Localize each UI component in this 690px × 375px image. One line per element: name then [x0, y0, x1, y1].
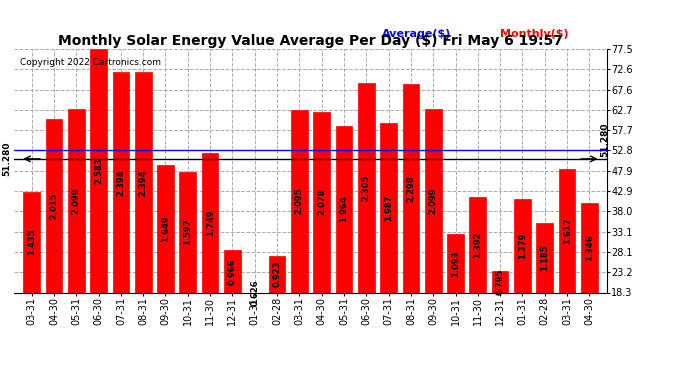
Text: 1.435: 1.435 — [27, 229, 36, 255]
Text: 1.379: 1.379 — [518, 232, 527, 259]
Text: Average($): Average($) — [382, 29, 451, 39]
Bar — [313, 112, 330, 292]
Text: Monthly($): Monthly($) — [500, 29, 569, 39]
Text: 2.583: 2.583 — [94, 158, 103, 184]
Bar — [469, 197, 486, 292]
Bar — [559, 169, 575, 292]
Text: 1.185: 1.185 — [540, 244, 549, 271]
Text: 1.987: 1.987 — [384, 195, 393, 221]
Text: Copyright 2022 Cartronics.com: Copyright 2022 Cartronics.com — [21, 58, 161, 68]
Bar — [46, 120, 62, 292]
Text: 2.394: 2.394 — [139, 169, 148, 196]
Bar — [425, 109, 442, 292]
Text: 2.099: 2.099 — [72, 188, 81, 214]
Title: Monthly Solar Energy Value Average Per Day ($) Fri May 6 19:57: Monthly Solar Energy Value Average Per D… — [58, 34, 563, 48]
Text: 1.346: 1.346 — [585, 234, 594, 261]
Text: 2.099: 2.099 — [428, 188, 437, 214]
Bar — [135, 72, 152, 292]
Bar — [492, 272, 509, 292]
Bar — [358, 83, 375, 292]
Bar — [514, 199, 531, 292]
Bar — [335, 126, 353, 292]
Text: 1.749: 1.749 — [206, 209, 215, 236]
Text: 51.280: 51.280 — [3, 142, 12, 176]
Text: 1.964: 1.964 — [339, 196, 348, 222]
Bar — [23, 192, 40, 292]
Bar — [402, 84, 420, 292]
Bar — [536, 223, 553, 292]
Text: 0.923: 0.923 — [273, 261, 282, 287]
Text: 0.966: 0.966 — [228, 258, 237, 285]
Text: 51.280: 51.280 — [600, 122, 609, 157]
Bar — [380, 123, 397, 292]
Text: 1.597: 1.597 — [184, 219, 193, 245]
Text: 2.078: 2.078 — [317, 189, 326, 215]
Bar — [90, 49, 107, 292]
Text: 2.298: 2.298 — [406, 175, 415, 202]
Bar — [447, 234, 464, 292]
Text: 2.015: 2.015 — [50, 193, 59, 219]
Text: 1.617: 1.617 — [562, 217, 571, 244]
Bar — [268, 255, 286, 292]
Bar — [157, 165, 174, 292]
Text: 1.392: 1.392 — [473, 231, 482, 258]
Bar — [179, 171, 196, 292]
Text: 1.649: 1.649 — [161, 216, 170, 242]
Bar — [224, 250, 241, 292]
Text: 2.305: 2.305 — [362, 175, 371, 201]
Bar — [201, 153, 219, 292]
Text: 2.394: 2.394 — [117, 169, 126, 196]
Bar — [68, 109, 85, 292]
Text: 0.626: 0.626 — [250, 279, 259, 306]
Bar — [112, 72, 129, 292]
Bar — [291, 110, 308, 292]
Bar — [581, 203, 598, 292]
Text: 0.795: 0.795 — [495, 269, 504, 295]
Text: 2.095: 2.095 — [295, 188, 304, 214]
Text: 1.093: 1.093 — [451, 250, 460, 277]
